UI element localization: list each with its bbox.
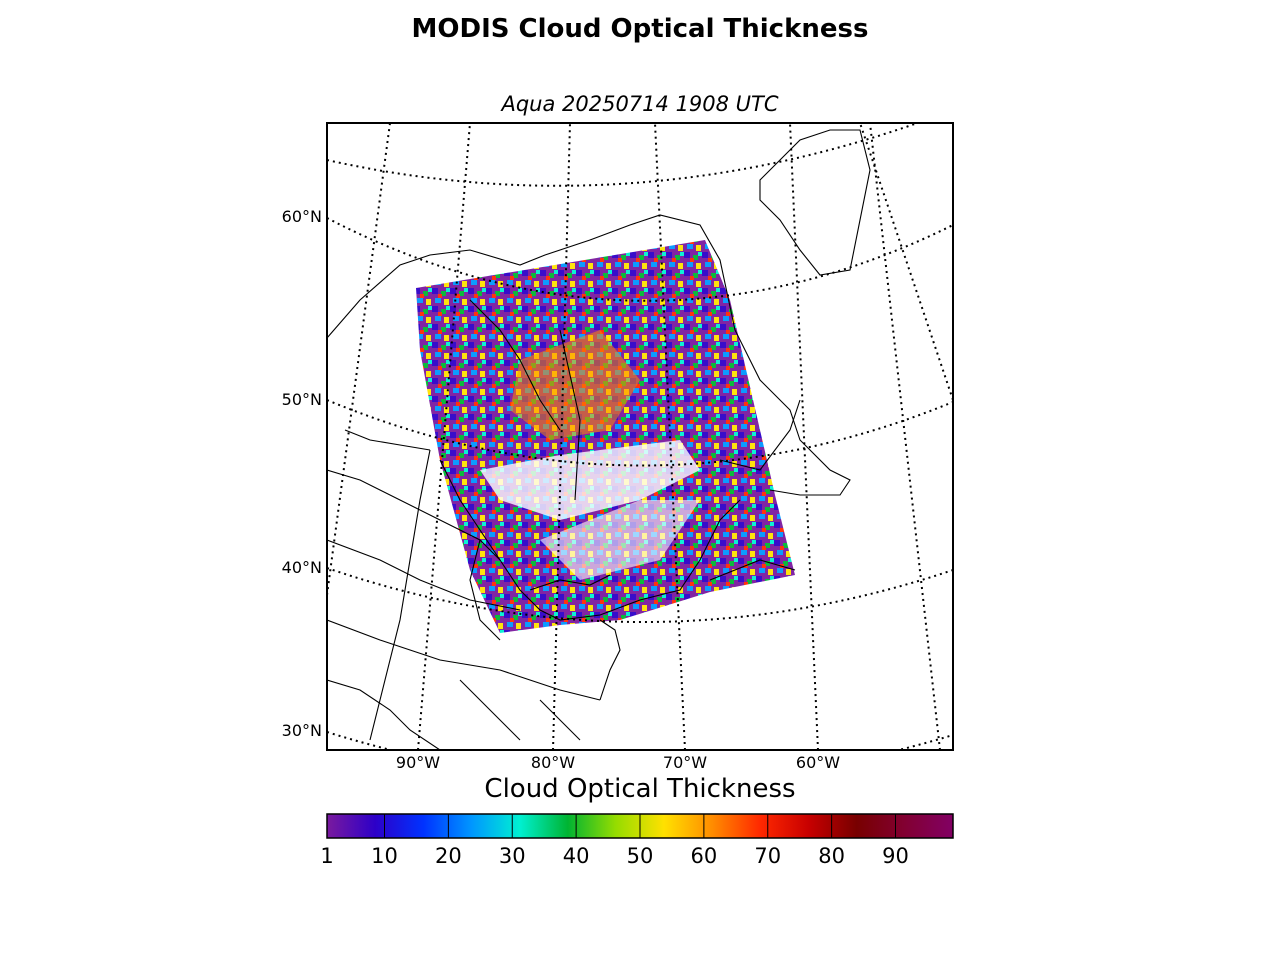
clear-gap: [480, 440, 700, 520]
colorbar-tick-label: 70: [754, 844, 782, 868]
lat-label-60: 60°N: [281, 207, 322, 226]
lon-label-70w: 70°W: [662, 753, 708, 772]
colorbar-tick-label: 10: [371, 844, 398, 868]
latitude-gridlines: [327, 123, 953, 750]
colorbar-tick-label: 60: [690, 844, 718, 868]
cloud-swath: [416, 240, 795, 633]
lon-label-90w: 90°W: [395, 753, 441, 772]
colorbar-tick-label: 20: [434, 844, 462, 868]
lat-label-50: 50°N: [281, 390, 322, 409]
colorbar-tick-label: 50: [626, 844, 654, 868]
colorbar-tick-label: 80: [818, 844, 845, 868]
lon-label-80w: 80°W: [530, 753, 576, 772]
map-frame: [326, 122, 954, 751]
colorbar-tick-label: 1: [320, 844, 334, 868]
lat-label-30: 30°N: [281, 721, 322, 740]
colorbar-title: Cloud Optical Thickness: [484, 774, 796, 804]
longitude-gridlines: [327, 123, 953, 750]
coastlines: [327, 129, 871, 750]
lon-label-60w: 60°W: [795, 753, 841, 772]
clear-gap-2: [540, 500, 700, 580]
cloud-core: [510, 330, 640, 440]
map-subtitle: Aqua 20250714 1908 UTC: [501, 92, 779, 116]
colorbar-tick-label: 30: [498, 844, 526, 868]
page-title: MODIS Cloud Optical Thickness: [411, 14, 869, 44]
lat-label-40: 40°N: [281, 558, 322, 577]
colorbar: [326, 813, 954, 839]
colorbar-tick-label: 40: [562, 844, 590, 868]
colorbar-tick-label: 90: [882, 844, 909, 868]
